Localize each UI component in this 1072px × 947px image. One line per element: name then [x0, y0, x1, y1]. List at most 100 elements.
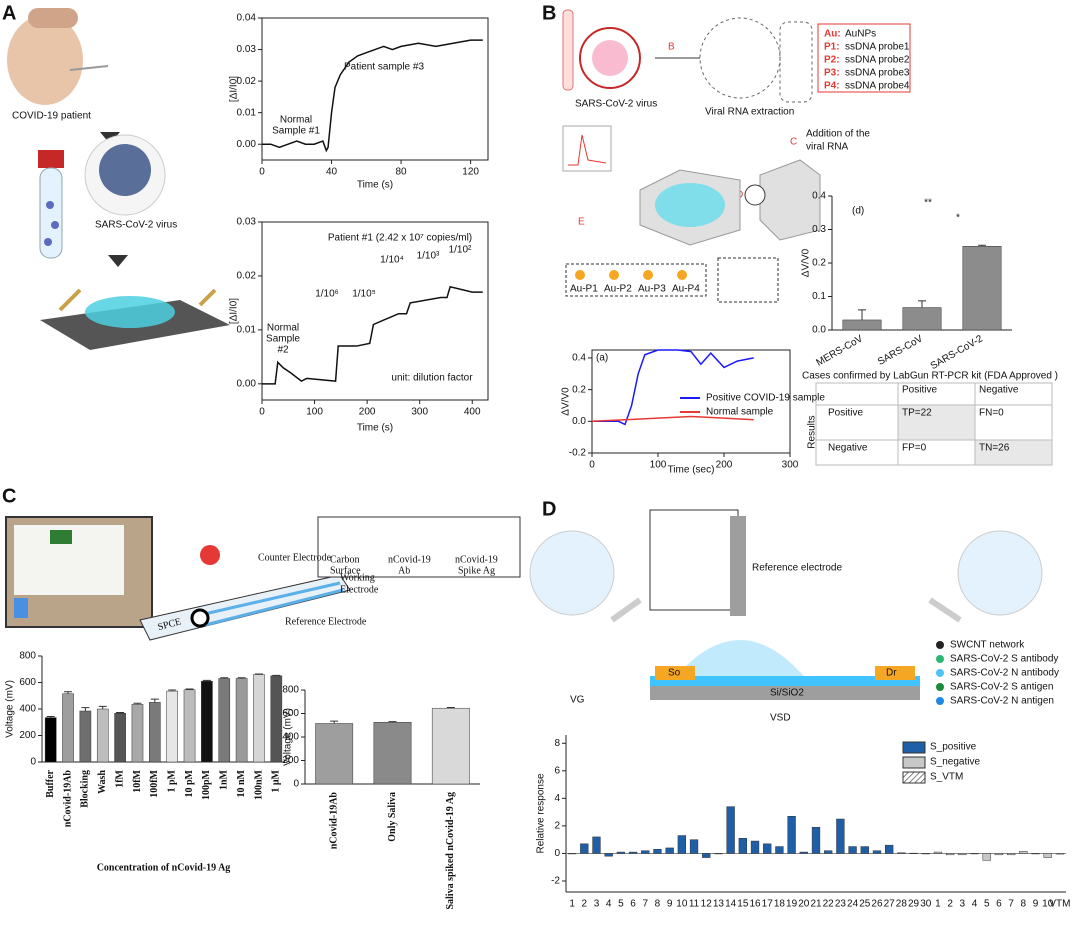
- x-tick-label: 300: [782, 460, 799, 471]
- bar: [653, 849, 662, 854]
- panel-d-illustration: VG Reference electrode So Dr Si/SiO2 VSD: [529, 509, 1043, 724]
- bar: [860, 846, 869, 854]
- legend-label: ssDNA probe2: [845, 55, 910, 66]
- bar: [994, 853, 1004, 856]
- error-bar: [81, 707, 90, 711]
- y-axis-label: [ΔI/I0]: [229, 298, 240, 324]
- legend-label: SWCNT network: [950, 640, 1025, 651]
- annotation: #2: [277, 345, 289, 356]
- x-tick-label: 40: [326, 167, 338, 178]
- y-tick-label: 400: [19, 704, 36, 715]
- legend-label: nCovid-19: [388, 554, 431, 565]
- bar: [962, 246, 1002, 331]
- error-bar: [46, 716, 55, 718]
- x-tick-label: 19: [786, 899, 798, 910]
- bar: [62, 693, 74, 763]
- bar: [799, 851, 808, 854]
- bar: [183, 689, 196, 763]
- bar: [373, 722, 412, 785]
- x-tick-label: 6: [996, 899, 1002, 910]
- y-tick-label: 0.4: [572, 353, 586, 364]
- table-header: Positive: [902, 385, 937, 396]
- annotation: Sample: [266, 334, 300, 345]
- legend-key: P2:: [824, 55, 840, 66]
- x-tick-label: 1nM: [219, 769, 230, 790]
- table-cell: TN=26: [979, 443, 1010, 454]
- bar: [726, 806, 735, 854]
- bar: [270, 675, 283, 763]
- x-tick-label: 9: [1033, 899, 1039, 910]
- x-axis-label: Time (s): [357, 180, 393, 191]
- legend-label: SARS-CoV-2 N antibody: [950, 668, 1059, 679]
- y-tick-label: 0.01: [237, 107, 257, 118]
- x-tick-label: 14: [725, 899, 737, 910]
- x-tick-label: 30: [920, 899, 932, 910]
- x-tick-label: 0: [259, 167, 265, 178]
- x-tick-label: 1 pM: [166, 769, 177, 792]
- x-tick-label: 400: [464, 407, 481, 418]
- x-tick-label: 80: [396, 167, 408, 178]
- table-side: Results: [807, 415, 818, 448]
- y-tick-label: 0: [554, 848, 560, 859]
- error-bar: [272, 674, 281, 676]
- chart-tag: (a): [596, 353, 608, 364]
- x-tick-label: 5: [984, 899, 990, 910]
- x-tick-label: 2: [947, 899, 953, 910]
- legend-label: Positive COVID-19 sample: [706, 393, 825, 404]
- legend-label: nCovid-19: [455, 554, 498, 565]
- legend-label: SARS-CoV-2 N antigen: [950, 696, 1054, 707]
- error-bar: [202, 679, 211, 682]
- bar: [641, 850, 650, 854]
- table-cell: Negative: [828, 443, 868, 454]
- x-tick-label: 7: [642, 899, 648, 910]
- bar: [885, 844, 894, 854]
- x-tick-label: 300: [411, 407, 428, 418]
- y-tick-label: 0: [30, 757, 36, 768]
- x-tick-label: 11: [689, 899, 700, 910]
- bar: [872, 850, 882, 854]
- legend-label: SARS-CoV-2 S antibody: [950, 654, 1058, 665]
- bar: [775, 846, 784, 854]
- y-tick-label: 0.00: [237, 378, 257, 389]
- annotation: **: [924, 198, 932, 209]
- electrode-label: Counter Electrode: [258, 552, 332, 563]
- x-tick-label: SARS-CoV-2: [929, 333, 985, 372]
- x-tick-label: SARS-CoV: [876, 333, 925, 368]
- step-label: B: [668, 42, 675, 53]
- bar: [431, 707, 470, 785]
- legend-label: ssDNA probe3: [845, 68, 910, 79]
- panel-label: A: [2, 2, 16, 24]
- annotation: 1/10⁴: [380, 255, 404, 266]
- y-tick-label: 0.0: [572, 416, 586, 427]
- illustration-label: Si/SiO2: [770, 688, 804, 699]
- line-series: [262, 285, 483, 385]
- error-bar: [116, 711, 125, 714]
- bar: [677, 835, 687, 854]
- legend-icon: [936, 669, 944, 677]
- annotation: 1/10²: [449, 245, 472, 256]
- error-bar: [858, 309, 866, 320]
- probe-icon: [609, 270, 619, 280]
- bar: [149, 702, 161, 763]
- legend-label: Normal sample: [706, 407, 774, 418]
- bar: [44, 717, 57, 763]
- bar: [1043, 853, 1052, 858]
- x-tick-label: 0: [589, 460, 595, 471]
- chart-tag: (d): [852, 206, 864, 217]
- x-tick-label: 200: [359, 407, 376, 418]
- plot-frame: [261, 221, 489, 401]
- x-tick-label: 1fM: [114, 769, 125, 787]
- probe-label: Au-P3: [638, 284, 666, 295]
- bar: [315, 723, 354, 785]
- y-tick-label: 8: [554, 738, 560, 749]
- error-bar: [150, 698, 159, 703]
- x-tick-label: 200: [716, 460, 733, 471]
- legend-icon: [936, 641, 944, 649]
- bar: [933, 851, 943, 854]
- results-table: Cases confirmed by LabGun RT-PCR kit (FD…: [802, 371, 1058, 466]
- bar: [253, 674, 265, 763]
- table-cell: FP=0: [902, 443, 927, 454]
- legend-icon: [936, 655, 944, 663]
- y-tick-label: 0.03: [237, 217, 257, 228]
- error-bar: [133, 702, 142, 705]
